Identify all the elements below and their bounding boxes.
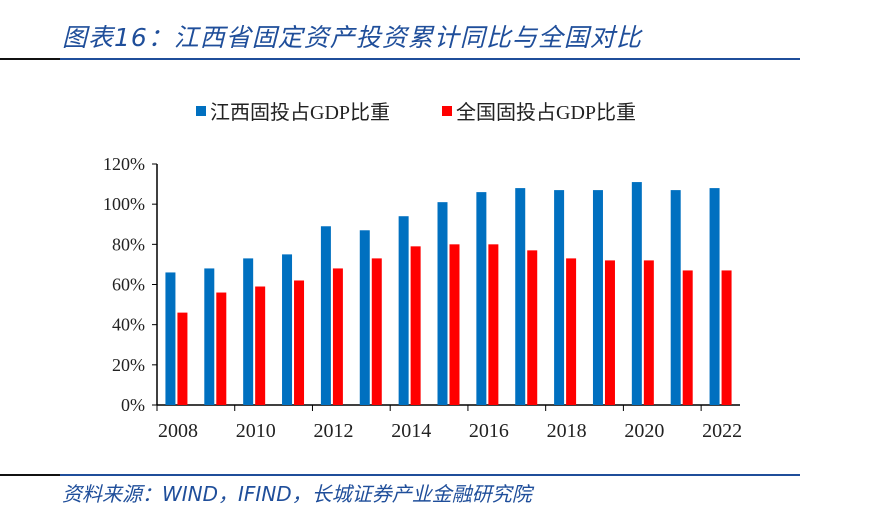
bar-national-2009 <box>216 292 227 405</box>
bar-national-2019 <box>604 260 615 405</box>
y-tick-label: 100% <box>103 194 145 214</box>
bar-national-2014 <box>410 246 421 405</box>
bar-jiangxi-2021 <box>670 190 681 405</box>
title-divider <box>0 58 800 60</box>
bar-national-2015 <box>449 244 460 405</box>
x-tick-label: 2020 <box>624 420 664 442</box>
y-tick-label: 40% <box>112 315 145 335</box>
bar-jiangxi-2008 <box>165 272 176 405</box>
bar-national-2022 <box>721 270 732 405</box>
bar-jiangxi-2022 <box>709 188 720 405</box>
source-note: 资料来源：WIND，IFIND，长城证券产业金融研究院 <box>62 482 532 506</box>
legend-label: 江西固投占GDP比重 <box>210 101 390 124</box>
bar-national-2011 <box>294 280 305 405</box>
bar-national-2016 <box>488 244 499 405</box>
bar-jiangxi-2019 <box>592 190 603 405</box>
x-tick-label: 2014 <box>391 420 431 442</box>
bar-national-2018 <box>566 258 577 405</box>
bar-jiangxi-2014 <box>398 216 409 405</box>
legend: 江西固投占GDP比重 全国固投占GDP比重 <box>196 101 636 124</box>
bar-national-2021 <box>682 270 693 405</box>
bar-jiangxi-2012 <box>320 226 331 405</box>
bar-jiangxi-2020 <box>631 182 642 405</box>
x-tick-label: 2012 <box>313 420 353 442</box>
legend-label: 全国固投占GDP比重 <box>456 101 636 124</box>
bar-national-2012 <box>332 268 343 405</box>
bar-national-2017 <box>527 250 538 405</box>
bar-jiangxi-2016 <box>476 192 487 405</box>
bar-jiangxi-2010 <box>243 258 254 405</box>
axes: 0% 20% 40% 60% 80% 100% 120% 2008 2010 2012 2014 20… <box>103 154 742 442</box>
bar-jiangxi-2015 <box>437 202 448 405</box>
bar-jiangxi-2017 <box>515 188 526 405</box>
legend-swatch <box>196 106 206 116</box>
bar-jiangxi-2013 <box>359 230 370 405</box>
x-tick-label: 2008 <box>158 420 198 442</box>
y-tick-label: 80% <box>112 234 145 254</box>
x-tick-label: 2016 <box>469 420 509 442</box>
footer-divider <box>0 474 800 476</box>
y-tick-label: 0% <box>121 395 145 415</box>
x-tick-label: 2018 <box>547 420 587 442</box>
bar-national-2013 <box>371 258 382 405</box>
y-tick-label: 60% <box>112 275 145 295</box>
bar-national-2020 <box>643 260 654 405</box>
bar-jiangxi-2009 <box>204 268 215 405</box>
bar-jiangxi-2011 <box>282 254 293 405</box>
bars <box>165 182 732 405</box>
bar-national-2008 <box>177 312 188 405</box>
bar-chart: 江西固投占GDP比重 全国固投占GDP比重 0% 20% 40% 60% 80% 100% 1… <box>103 101 742 442</box>
page-title: 图表16：江西省固定资产投资累计同比与全国对比 <box>62 23 642 52</box>
y-tick-label: 20% <box>112 355 145 375</box>
x-tick-label: 2010 <box>236 420 276 442</box>
x-tick-label: 2022 <box>702 420 742 442</box>
bar-jiangxi-2018 <box>554 190 565 405</box>
bar-national-2010 <box>255 286 266 405</box>
legend-swatch <box>442 106 452 116</box>
y-tick-label: 120% <box>103 154 145 174</box>
